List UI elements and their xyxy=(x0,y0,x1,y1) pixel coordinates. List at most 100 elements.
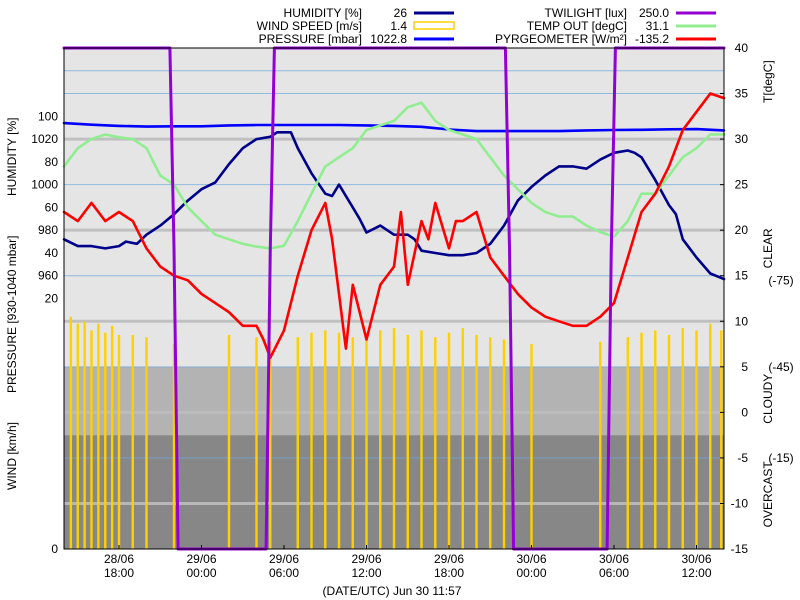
right-tick-label: -10 xyxy=(731,496,749,510)
left-tick-label: 60 xyxy=(45,200,59,214)
right-axis-ticks: 40 35 30 25 20 15 10 5 0 -5 -10 -15 xyxy=(720,41,748,556)
legend-swatch xyxy=(413,21,455,30)
temp-axis-label: T[degC] xyxy=(761,60,775,103)
x-tick-time: 00:00 xyxy=(186,566,216,580)
x-tick-time: 00:00 xyxy=(516,566,546,580)
wind-bar xyxy=(97,323,100,549)
series-pyr xyxy=(62,92,726,359)
x-axis-label: (DATE/UTC) Jun 30 11:57 xyxy=(323,584,462,598)
wind-bar xyxy=(131,334,134,549)
wind-bar xyxy=(76,323,79,549)
wind-bar xyxy=(227,334,231,549)
wind-bars xyxy=(69,316,723,549)
wind-axis-label: WIND [km/h] xyxy=(5,422,19,490)
wind-bar xyxy=(83,321,86,549)
legend-label: HUMIDITY [%] xyxy=(284,6,362,20)
left-tick-label: 100 xyxy=(38,109,58,123)
pyrgeometer-tick-label: (-15) xyxy=(768,451,793,465)
plot-frame xyxy=(63,47,725,550)
x-tick-date: 28/06 xyxy=(104,552,134,566)
right-tick-label: 5 xyxy=(741,360,748,374)
left-axis-ticks: 100 1020 80 1000 60 980 40 960 20 0 xyxy=(31,109,58,556)
wind-bar xyxy=(406,334,409,549)
sky-zone-labels: CLEAR CLOUDY OVERCAST xyxy=(761,228,775,527)
wind-bar xyxy=(667,334,671,549)
right-tick-label: -15 xyxy=(731,542,749,556)
wind-bar xyxy=(145,337,148,549)
right-tick-label: 40 xyxy=(735,41,749,55)
wind-bar xyxy=(255,337,258,549)
wind-bar xyxy=(365,332,368,549)
wind-bar xyxy=(599,341,602,549)
legend-value: -135.2 xyxy=(635,32,669,46)
wind-bar xyxy=(434,337,437,549)
x-tick-date: 30/06 xyxy=(599,552,629,566)
humidity-axis-label: HUMIDITY [%] xyxy=(5,118,19,196)
right-tick-label: 25 xyxy=(735,178,749,192)
x-tick-time: 12:00 xyxy=(681,566,711,580)
left-tick-label: 960 xyxy=(38,269,58,283)
legend-label: TEMP OUT [degC] xyxy=(527,19,627,33)
legend-value: 31.1 xyxy=(646,19,670,33)
legend-label: WIND SPEED [m/s] xyxy=(257,19,362,33)
pressure-axis-label: PRESSURE [930-1040 mbar] xyxy=(5,236,19,393)
wind-bar xyxy=(269,341,272,549)
x-tick-date: 29/06 xyxy=(269,552,299,566)
x-tick-time: 18:00 xyxy=(104,566,134,580)
legend-label: PYRGEOMETER [W/m²] xyxy=(495,32,627,46)
right-tick-label: 10 xyxy=(735,314,749,328)
right-tick-label: 35 xyxy=(735,87,749,101)
wind-bar xyxy=(90,330,93,549)
legend-value: 1.4 xyxy=(390,19,407,33)
wind-bar xyxy=(681,328,684,549)
wind-bar xyxy=(172,344,176,549)
x-axis-ticks: 28/0618:0029/0600:0029/0606:0029/0612:00… xyxy=(104,545,712,580)
legend-value: 26 xyxy=(394,6,408,20)
wind-bar xyxy=(695,330,698,549)
legend: HUMIDITY [%] 26 WIND SPEED [m/s] 1.4 PRESSUR… xyxy=(257,6,716,46)
left-tick-label: 80 xyxy=(45,155,59,169)
x-tick-date: 29/06 xyxy=(434,552,464,566)
wind-bar xyxy=(502,339,506,549)
left-tick-label: 40 xyxy=(45,246,59,260)
zone-label-overcast: OVERCAST xyxy=(761,461,775,528)
legend-value: 250.0 xyxy=(639,6,669,20)
right-tick-label: 30 xyxy=(735,132,749,146)
x-tick-time: 06:00 xyxy=(599,566,629,580)
wind-bar xyxy=(351,337,354,549)
series-humidity xyxy=(62,131,726,281)
pyrgeometer-ticks: (-75) (-45) (-15) xyxy=(768,273,793,465)
right-tick-label: 0 xyxy=(741,405,748,419)
left-tick-label: 1020 xyxy=(31,132,58,146)
legend-label: PRESSURE [mbar] xyxy=(259,32,362,46)
wind-bar xyxy=(337,332,341,549)
legend-label: TWILIGHT [lux] xyxy=(545,6,627,20)
legend-value: 1022.8 xyxy=(370,32,407,46)
wind-bar xyxy=(104,332,107,549)
right-tick-label: -5 xyxy=(737,451,748,465)
x-tick-date: 30/06 xyxy=(516,552,546,566)
wind-bar xyxy=(530,344,533,549)
wind-bar xyxy=(475,334,478,549)
wind-bar xyxy=(324,330,327,549)
x-tick-time: 06:00 xyxy=(269,566,299,580)
right-tick-label: 15 xyxy=(735,269,749,283)
wind-bar xyxy=(420,330,423,549)
zone-label-clear: CLEAR xyxy=(761,228,775,268)
wind-bar xyxy=(489,337,492,549)
wind-bar xyxy=(379,330,382,549)
wind-bar xyxy=(461,328,464,549)
wind-bar xyxy=(640,332,643,549)
left-tick-label: 980 xyxy=(38,223,58,237)
left-tick-label: 0 xyxy=(51,542,58,556)
wind-bar xyxy=(654,330,657,549)
wind-bar xyxy=(709,323,712,549)
wind-bar xyxy=(296,337,299,549)
x-tick-date: 29/06 xyxy=(351,552,381,566)
wind-bar xyxy=(392,328,396,549)
x-tick-date: 30/06 xyxy=(681,552,711,566)
x-tick-time: 12:00 xyxy=(351,566,381,580)
wind-bar xyxy=(626,337,629,549)
zone-label-cloudy: CLOUDY xyxy=(761,374,775,424)
zone-clear xyxy=(64,48,724,367)
